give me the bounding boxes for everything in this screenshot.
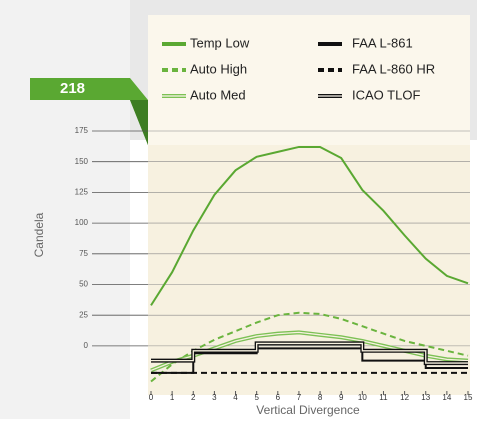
x-tick-label: 14 (442, 393, 451, 402)
badge-text: 218 (60, 80, 85, 97)
badge-fold (130, 100, 148, 145)
y-tick-label: 75 (79, 249, 88, 258)
y-tick-label: 175 (75, 126, 89, 135)
y-tick-label: 25 (79, 310, 88, 319)
x-tick-label: 0 (149, 393, 154, 402)
legend-label: FAA L-860 HR (352, 61, 435, 76)
legend-box (148, 15, 470, 130)
legend-label: FAA L-861 (352, 35, 413, 50)
x-tick-label: 10 (358, 393, 367, 402)
x-tick-label: 5 (254, 393, 259, 402)
x-tick-label: 7 (297, 393, 302, 402)
series-line (150, 311, 469, 383)
legend-label: Auto High (190, 61, 247, 76)
x-tick-label: 9 (339, 393, 344, 402)
y-tick-label: 0 (84, 341, 89, 350)
x-tick-label: 2 (191, 393, 196, 402)
y-tick-label: 50 (79, 280, 88, 289)
x-tick-label: 6 (276, 393, 281, 402)
series-line (150, 145, 469, 306)
legend-label: ICAO TLOF (352, 87, 420, 102)
x-tick-label: 3 (212, 393, 217, 402)
series-line-inner (151, 342, 468, 364)
x-tick-label: 4 (233, 393, 238, 402)
y-tick-label: 100 (75, 218, 89, 227)
x-tick-label: 8 (318, 393, 323, 402)
y-tick-label: 125 (75, 188, 89, 197)
legend-label: Auto Med (190, 87, 246, 102)
x-tick-label: 1 (170, 393, 175, 402)
y-axis-label: Candela (32, 212, 46, 257)
x-tick-label: 11 (379, 393, 388, 402)
legend-shadow (148, 130, 470, 145)
x-tick-label: 15 (464, 393, 473, 402)
plot-area (148, 145, 470, 395)
legend-label: Temp Low (190, 35, 250, 50)
side-panel (0, 0, 130, 419)
badge-shape (30, 78, 148, 145)
x-tick-label: 13 (421, 393, 430, 402)
y-tick-label: 150 (75, 157, 89, 166)
x-axis-label: Vertical Divergence (256, 403, 360, 417)
x-tick-label: 12 (400, 393, 409, 402)
